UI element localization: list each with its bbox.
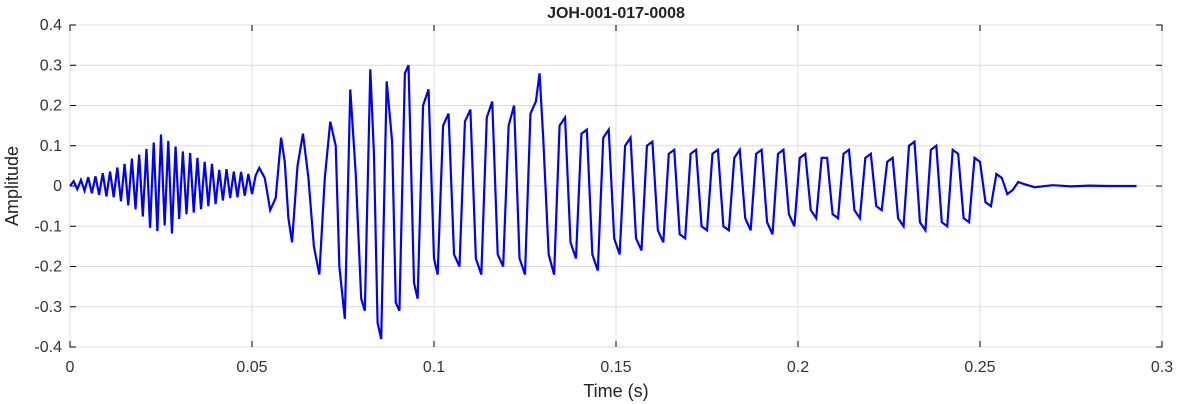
y-tick-label: 0.1 xyxy=(40,138,62,155)
y-tick-label: -0.2 xyxy=(34,259,62,276)
y-tick-label: 0.2 xyxy=(40,98,62,115)
x-tick-label: 0.3 xyxy=(1151,359,1173,376)
grid-lines xyxy=(69,24,1163,348)
y-axis-label: Amplitude xyxy=(2,146,22,226)
signal-line xyxy=(69,64,1137,340)
y-tick-label: -0.4 xyxy=(34,339,62,356)
x-tick-label: 0 xyxy=(66,359,75,376)
y-tick-label: -0.1 xyxy=(34,218,62,235)
x-tick-label: 0.15 xyxy=(600,359,631,376)
y-tick-label: 0.4 xyxy=(40,17,62,34)
x-ticks: 0 0.05 0.1 0.15 0.2 0.25 0.3 xyxy=(66,25,1173,376)
x-tick-label: 0.2 xyxy=(787,359,809,376)
x-tick-label: 0.1 xyxy=(423,359,445,376)
x-tick-label: 0.25 xyxy=(964,359,995,376)
y-tick-label: -0.3 xyxy=(34,299,62,316)
y-tick-label: 0.3 xyxy=(40,57,62,74)
y-ticks: 0.4 0.3 0.2 0.1 0 -0.1 -0.2 -0.3 -0.4 xyxy=(34,17,1162,356)
y-tick-label: 0 xyxy=(53,178,62,195)
x-axis-label: Time (s) xyxy=(583,381,648,401)
chart-title: JOH-001-017-0008 xyxy=(547,5,685,22)
x-tick-label: 0.05 xyxy=(236,359,267,376)
